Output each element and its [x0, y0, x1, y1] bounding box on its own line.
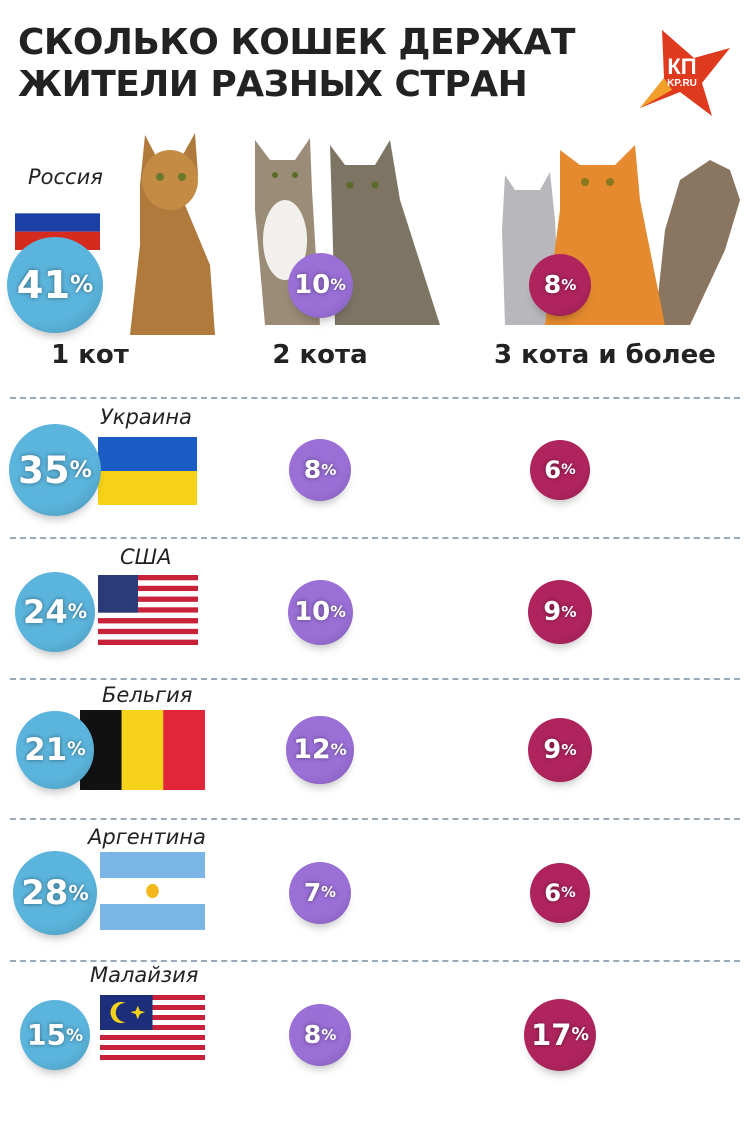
value-label: 8	[303, 1020, 322, 1050]
value-label: 7	[303, 878, 322, 908]
svg-text:КП: КП	[667, 54, 696, 79]
cat-one-image	[130, 133, 215, 335]
percent-sign: %	[330, 603, 346, 621]
value-label: 9	[543, 596, 562, 627]
yarn-ball-value: 12%	[286, 716, 354, 784]
value-label: 9	[543, 734, 562, 765]
yarn-ball-value: 24%	[14, 571, 96, 653]
percent-sign: %	[69, 457, 92, 483]
column-label-two-cats: 2 кота	[272, 340, 368, 370]
flag-argentina	[100, 852, 205, 930]
percent-sign: %	[330, 276, 346, 294]
yarn-ball-value: 17%	[523, 998, 597, 1072]
percent-sign: %	[561, 275, 577, 294]
flag-usa	[98, 575, 198, 645]
yarn-ball-value: 6%	[529, 862, 591, 924]
column-label-three-cats: 3 кота и более	[494, 340, 716, 370]
flag-belgium	[80, 710, 205, 790]
value-label: 8	[543, 270, 562, 300]
percent-sign: %	[321, 460, 337, 479]
country-label-usa: США	[120, 545, 172, 569]
percent-sign: %	[66, 1025, 84, 1045]
yarn-ball-value: 41%	[7, 237, 103, 333]
value-label: 8	[303, 455, 322, 485]
percent-sign: %	[561, 884, 576, 901]
percent-sign: %	[70, 272, 94, 298]
yarn-ball-value: 6%	[529, 439, 591, 501]
svg-text:KP.RU: KP.RU	[667, 78, 697, 89]
percent-sign: %	[321, 1025, 337, 1044]
value-label: 17	[531, 1017, 572, 1052]
value-label: 6	[544, 455, 562, 485]
country-label-russia: Россия	[28, 165, 103, 189]
percent-sign: %	[571, 1024, 589, 1045]
yarn-ball-value: 9%	[528, 580, 592, 644]
yarn-ball-value: 8%	[288, 438, 352, 502]
row-divider	[10, 818, 740, 820]
yarn-ball-value: 8%	[288, 1003, 352, 1067]
row-divider	[10, 397, 740, 399]
country-label-belgium: Бельгия	[102, 683, 193, 707]
row-divider	[10, 678, 740, 680]
value-label: 21	[24, 731, 68, 768]
yarn-ball-value: 8%	[528, 253, 592, 317]
value-label: 6	[544, 878, 562, 908]
country-label-ukraine: Украина	[100, 405, 192, 429]
value-label: 15	[26, 1018, 67, 1052]
yarn-ball-value: 10%	[287, 252, 353, 318]
flag-malaysia	[100, 995, 205, 1065]
kp-logo: КП KP.RU	[640, 30, 730, 116]
country-label-argentina: Аргентина	[88, 825, 206, 849]
yarn-ball-value: 21%	[16, 711, 94, 789]
flag-ukraine	[98, 437, 197, 505]
percent-sign: %	[67, 739, 86, 761]
value-label: 28	[21, 873, 69, 913]
value-label: 24	[22, 592, 68, 631]
percent-sign: %	[561, 602, 577, 621]
percent-sign: %	[68, 880, 89, 905]
yarn-ball-value: 9%	[528, 718, 592, 782]
percent-sign: %	[561, 461, 576, 478]
cat-two-image	[255, 138, 440, 325]
value-label: 41	[16, 262, 71, 308]
row-divider	[10, 537, 740, 539]
country-label-malaysia: Малайзия	[90, 963, 199, 987]
cat-three-image	[502, 145, 740, 325]
page-title: СКОЛЬКО КОШЕК ДЕРЖАТ ЖИТЕЛИ РАЗНЫХ СТРАН	[18, 22, 575, 105]
value-label: 12	[293, 734, 331, 766]
row-divider	[10, 960, 740, 962]
percent-sign: %	[67, 600, 88, 624]
yarn-ball-value: 10%	[287, 579, 353, 645]
value-label: 35	[18, 448, 70, 492]
yarn-ball-value: 15%	[19, 999, 91, 1071]
yarn-ball-value: 7%	[289, 862, 351, 924]
yarn-ball-value: 35%	[8, 423, 102, 517]
yarn-ball-value: 28%	[12, 850, 98, 936]
percent-sign: %	[561, 740, 577, 759]
percent-sign: %	[330, 740, 347, 760]
column-label-one-cat: 1 кот	[51, 340, 129, 370]
percent-sign: %	[321, 884, 336, 902]
value-label: 10	[294, 270, 331, 300]
value-label: 10	[294, 597, 331, 627]
